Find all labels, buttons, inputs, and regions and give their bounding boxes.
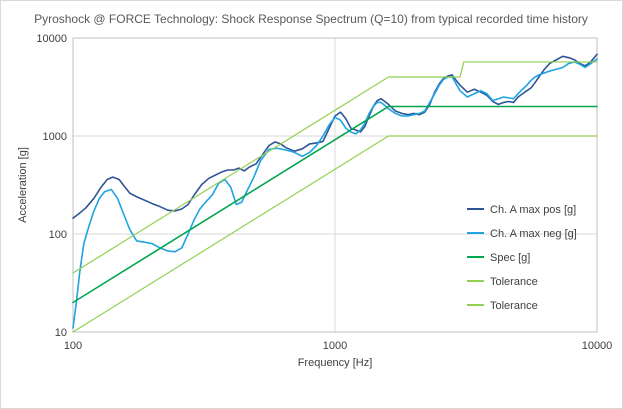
plot-area — [72, 37, 598, 333]
x-axis-label: Frequency [Hz] — [298, 357, 373, 369]
legend-label-4: Tolerance — [490, 300, 538, 312]
y-tick-label: 10 — [55, 327, 67, 339]
legend-label-1: Ch. A max neg [g] — [490, 228, 577, 240]
series-line-0 — [72, 53, 598, 219]
series-line-1 — [72, 58, 598, 329]
y-tick-label: 100 — [49, 229, 67, 241]
series-line-3 — [72, 61, 598, 274]
y-axis-label: Acceleration [g] — [17, 147, 29, 223]
x-tick-label: 100 — [64, 340, 82, 352]
legend-label-3: Tolerance — [490, 276, 538, 288]
legend-label-2: Spec [g] — [490, 252, 530, 264]
series-line-4 — [72, 135, 598, 333]
series-line-2 — [72, 105, 598, 304]
legend: Ch. A max pos [g] Ch. A max neg [g] Spec [… — [467, 204, 577, 312]
legend-label-0: Ch. A max pos [g] — [490, 204, 576, 216]
x-tick-label: 10000 — [582, 340, 613, 352]
y-tick-label: 10000 — [36, 33, 67, 45]
series-group — [72, 53, 598, 333]
x-tick-label: 1000 — [323, 340, 347, 352]
y-tick-label: 1000 — [43, 131, 67, 143]
chart-title: Pyroshock @ FORCE Technology: Shock Resp… — [34, 12, 588, 26]
